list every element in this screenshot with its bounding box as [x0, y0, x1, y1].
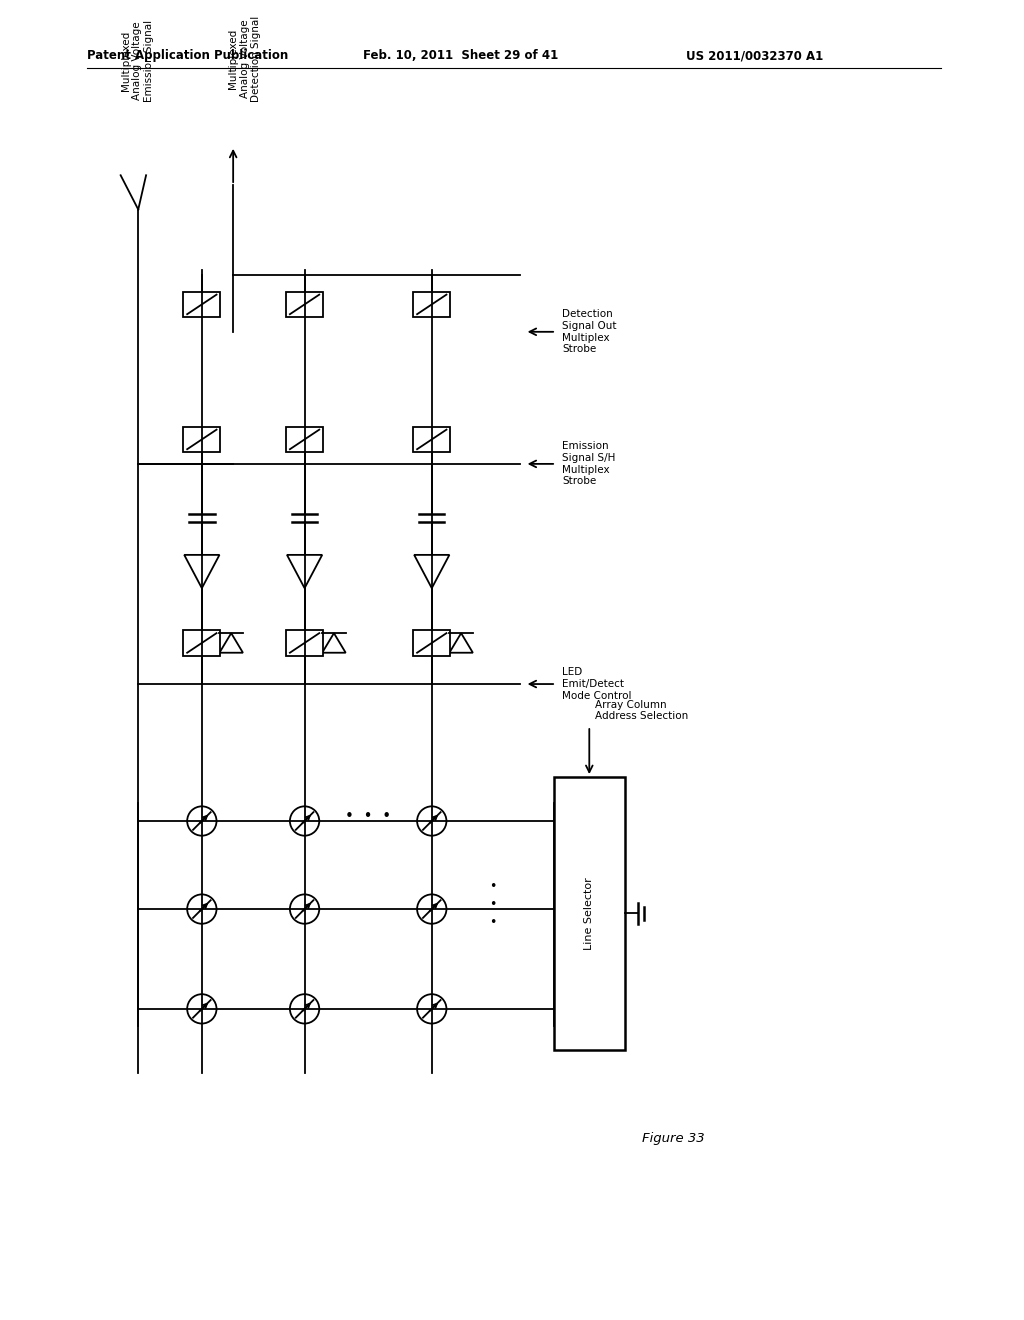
Bar [286, 426, 324, 453]
Bar [183, 292, 220, 317]
Text: Line Selector: Line Selector [585, 876, 594, 950]
Text: Detection
Signal Out
Multiplex
Strobe: Detection Signal Out Multiplex Strobe [562, 309, 616, 354]
Bar [286, 630, 324, 656]
Text: Patent Application Publication: Patent Application Publication [87, 49, 289, 62]
Bar [183, 426, 220, 453]
Bar [286, 292, 324, 317]
Bar [413, 630, 451, 656]
Text: Figure 33: Figure 33 [642, 1133, 705, 1146]
Text: Array Column
Address Selection: Array Column Address Selection [595, 700, 688, 721]
Bar [413, 426, 451, 453]
Text: Emission
Signal S/H
Multiplex
Strobe: Emission Signal S/H Multiplex Strobe [562, 441, 615, 486]
Text: •
•
•: • • • [488, 879, 496, 929]
Bar [183, 630, 220, 656]
Text: •  •  •: • • • [345, 809, 391, 824]
Text: Multiplexed
Analog Voltage
Detection Signal: Multiplexed Analog Voltage Detection Sig… [228, 16, 261, 102]
Text: US 2011/0032370 A1: US 2011/0032370 A1 [686, 49, 823, 62]
Bar [554, 777, 625, 1049]
Text: Multiplexed
Analog Voltage
Emission Signal: Multiplexed Analog Voltage Emission Sign… [121, 20, 154, 102]
Bar [413, 292, 451, 317]
Text: LED
Emit/Detect
Mode Control: LED Emit/Detect Mode Control [562, 668, 632, 701]
Text: Feb. 10, 2011  Sheet 29 of 41: Feb. 10, 2011 Sheet 29 of 41 [364, 49, 558, 62]
